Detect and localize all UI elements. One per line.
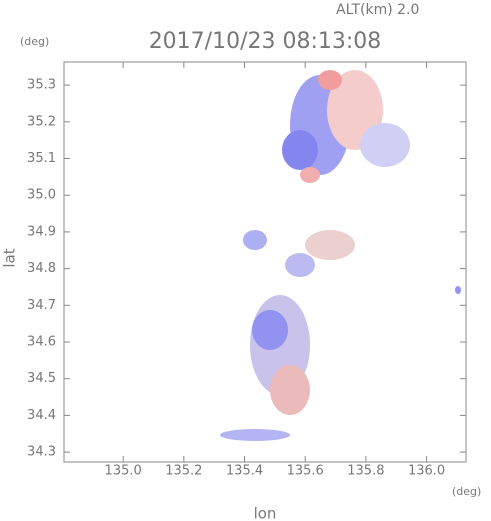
subtitle: ALT(km) 2.0 (336, 2, 419, 18)
y-tick-label: 35.2 (27, 114, 56, 129)
x-tick-label: 135.2 (165, 464, 202, 479)
x-tick-label: 136.0 (408, 464, 445, 479)
x-tick-label: 135.8 (347, 464, 384, 479)
y-tick-label: 35.0 (27, 188, 56, 203)
x-axis-label: lon (254, 505, 277, 521)
y-tick-label: 34.5 (27, 371, 56, 386)
y-unit: (deg) (20, 35, 49, 48)
y-tick-label: 34.7 (27, 298, 56, 313)
radar-echo (220, 70, 461, 441)
x-tick-label: 135.4 (226, 464, 263, 479)
y-tick-label: 34.3 (27, 445, 56, 460)
x-unit: (deg) (452, 485, 481, 498)
chart-title: 2017/10/23 08:13:08 (149, 29, 382, 54)
x-tick-label: 135.6 (287, 464, 324, 479)
x-tick-label: 135.0 (105, 464, 142, 479)
y-tick-label: 34.6 (27, 335, 56, 350)
y-axis-label: lat (1, 248, 19, 267)
y-tick-label: 34.9 (27, 224, 56, 239)
y-tick-label: 34.4 (27, 408, 56, 423)
y-tick-label: 35.3 (27, 78, 56, 93)
y-tick-label: 34.8 (27, 261, 56, 276)
plot-frame (63, 61, 467, 463)
y-tick-label: 35.1 (27, 151, 56, 166)
